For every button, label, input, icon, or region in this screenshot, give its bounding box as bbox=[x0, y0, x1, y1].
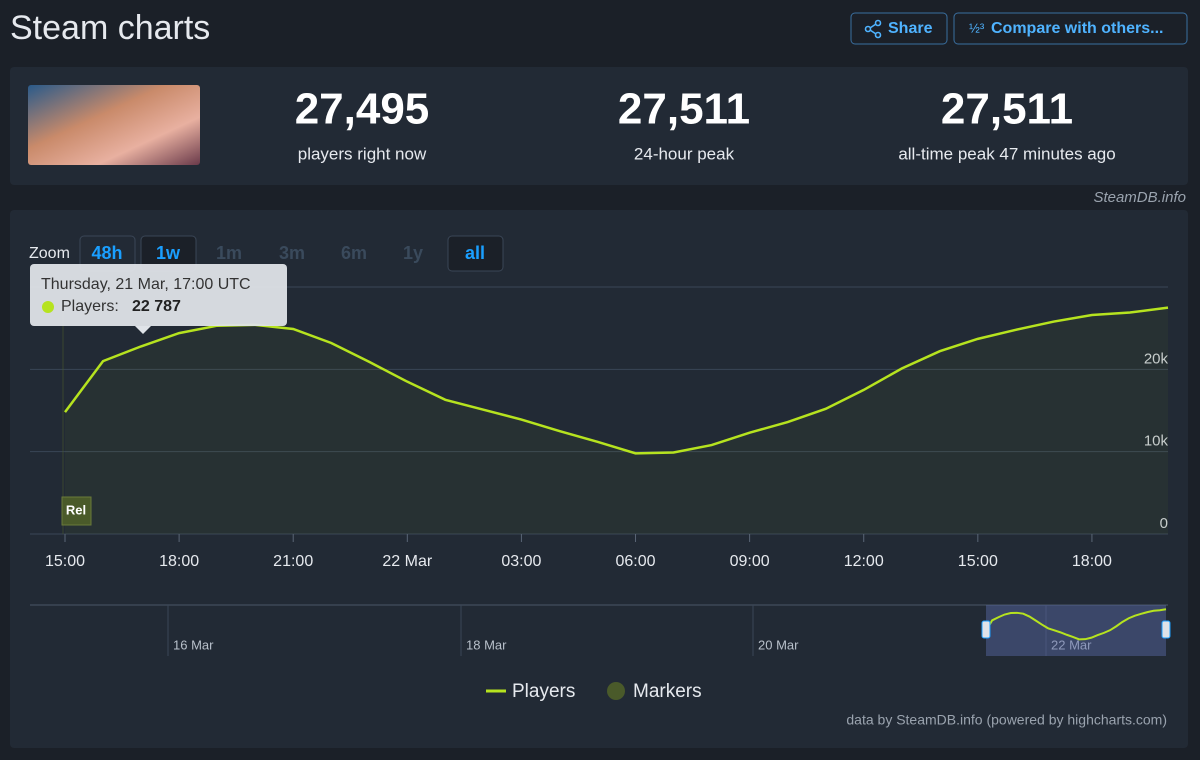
zoom-option[interactable]: all bbox=[465, 243, 485, 263]
compare-icon: ½³ bbox=[969, 20, 985, 35]
stat-value: 27,511 bbox=[618, 85, 750, 134]
stat-label: all-time peak 47 minutes ago bbox=[898, 144, 1115, 163]
navigator-label: 18 Mar bbox=[466, 637, 507, 652]
x-tick-label: 15:00 bbox=[45, 553, 85, 570]
y-tick-label: 0 bbox=[1160, 515, 1168, 532]
x-tick-label: 09:00 bbox=[730, 553, 770, 570]
x-tick-label: 21:00 bbox=[273, 553, 313, 570]
tooltip-series: Players: bbox=[61, 298, 119, 315]
zoom-option[interactable]: 6m bbox=[341, 243, 367, 263]
x-tick-label: 15:00 bbox=[958, 553, 998, 570]
source: SteamDB.info bbox=[1093, 189, 1186, 206]
zoom-label: Zoom bbox=[29, 245, 70, 262]
zoom-option[interactable]: 1y bbox=[403, 243, 423, 263]
game-image bbox=[28, 85, 200, 165]
navigator-label: 16 Mar bbox=[173, 637, 214, 652]
tooltip-pointer bbox=[135, 326, 151, 334]
stat-value: 27,511 bbox=[941, 85, 1073, 134]
x-tick-label: 22 Mar bbox=[382, 553, 432, 570]
navigator-line bbox=[985, 608, 1167, 641]
navigator-handle[interactable] bbox=[981, 620, 991, 639]
legend-label[interactable]: Markers bbox=[633, 681, 702, 702]
marker-label: Rel bbox=[66, 502, 86, 517]
zoom-option[interactable]: 3m bbox=[279, 243, 305, 263]
tooltip-title: Thursday, 21 Mar, 17:00 UTC bbox=[41, 276, 251, 293]
zoom-option[interactable]: 1m bbox=[216, 243, 242, 263]
page-title: Steam charts bbox=[10, 9, 210, 47]
tooltip bbox=[30, 264, 287, 326]
stat-value: 27,495 bbox=[295, 85, 430, 134]
series-area bbox=[65, 307, 1168, 534]
zoom-option[interactable]: 1w bbox=[156, 243, 181, 263]
marker-flag bbox=[61, 496, 92, 526]
compare-button[interactable] bbox=[953, 12, 1188, 45]
y-tick-label: 10k bbox=[1144, 433, 1169, 450]
navigator-label: 20 Mar bbox=[758, 637, 799, 652]
y-tick-label: 20k bbox=[1144, 350, 1169, 367]
tooltip-value: 22 787 bbox=[132, 298, 181, 315]
share-icon bbox=[864, 19, 882, 39]
tooltip-dot bbox=[42, 301, 54, 313]
x-tick-label: 12:00 bbox=[844, 553, 884, 570]
x-tick-label: 18:00 bbox=[1072, 553, 1112, 570]
x-tick-label: 18:00 bbox=[159, 553, 199, 570]
share-label: Share bbox=[888, 20, 933, 37]
stats-panel bbox=[10, 67, 1188, 185]
zoom-option[interactable]: 48h bbox=[91, 243, 122, 263]
credits: data by SteamDB.info (powered by highcha… bbox=[846, 712, 1167, 728]
legend-label[interactable]: Players bbox=[512, 681, 575, 702]
compare-label: Compare with others... bbox=[991, 20, 1163, 37]
stat-label: players right now bbox=[298, 144, 427, 163]
x-tick-label: 03:00 bbox=[501, 553, 541, 570]
navigator-label: 22 Mar bbox=[1051, 637, 1092, 652]
chart-panel bbox=[10, 210, 1188, 748]
legend-swatch bbox=[607, 682, 625, 700]
stat-label: 24-hour peak bbox=[634, 144, 735, 163]
x-tick-label: 06:00 bbox=[615, 553, 655, 570]
navigator-handle[interactable] bbox=[1161, 620, 1171, 639]
zoom-button bbox=[447, 235, 504, 272]
